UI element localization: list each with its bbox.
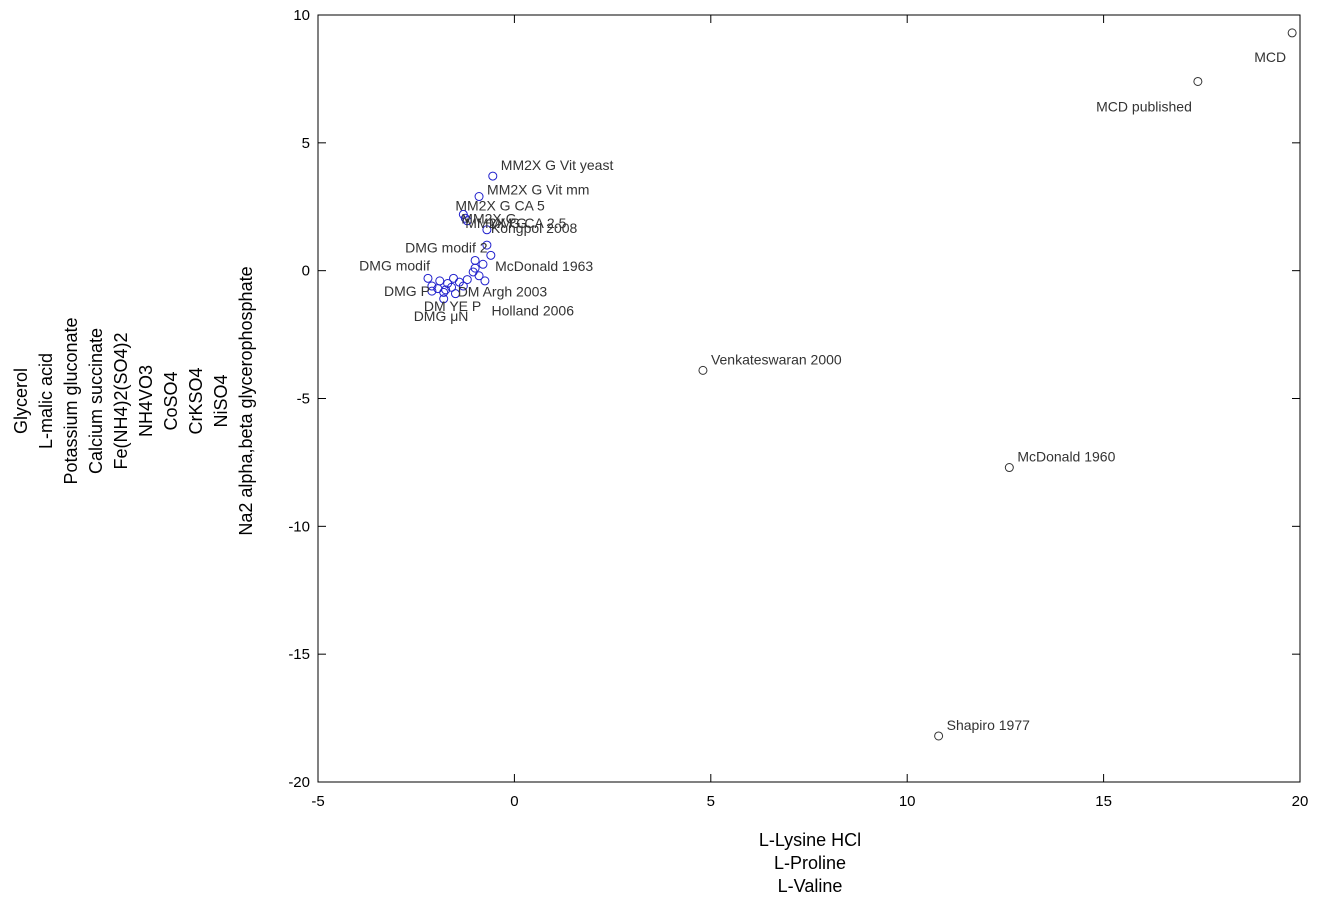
point-label: DM Argh 2003 xyxy=(458,283,548,299)
data-point xyxy=(450,289,460,299)
x-axis-label: L-Proline xyxy=(774,853,846,873)
y-axis-label: Calcium succinate xyxy=(86,328,106,474)
x-tick-label: 15 xyxy=(1095,793,1112,810)
data-point xyxy=(427,281,437,291)
point-label: MM2X G CA 2.5 xyxy=(465,215,566,231)
point-label: Holland 2006 xyxy=(491,303,574,319)
y-tick-label: 10 xyxy=(293,7,310,24)
point-label: DMG P xyxy=(384,283,430,299)
point-label: MCD published xyxy=(1096,98,1192,114)
point-label: McDonald 1960 xyxy=(1017,449,1115,465)
data-point xyxy=(468,267,478,277)
point-label: Venkateswaran 2000 xyxy=(711,351,842,367)
y-axis-label: CoSO4 xyxy=(161,371,181,430)
data-point xyxy=(934,731,944,741)
data-point xyxy=(478,259,488,269)
x-axis-label: L-Lysine HCl xyxy=(759,830,861,850)
point-label: Shapiro 1977 xyxy=(947,717,1031,733)
axis-labels: L-Lysine HCl L-Proline L-Valine Glycerol L-m… xyxy=(11,266,861,896)
data-point xyxy=(449,273,459,283)
data-point xyxy=(486,250,496,260)
point-label: MM2X G xyxy=(461,210,516,226)
y-tick-label: -10 xyxy=(288,518,310,535)
data-point xyxy=(427,286,437,296)
y-tick-label: -5 xyxy=(297,391,310,408)
x-tick-label: 5 xyxy=(707,793,715,810)
data-point xyxy=(488,171,498,181)
data-point xyxy=(1287,28,1297,38)
y-axis-label: L-malic acid xyxy=(36,353,56,449)
y-axis-label: NiSO4 xyxy=(211,374,231,427)
data-point xyxy=(1193,76,1203,86)
point-label: DMG μN xyxy=(414,308,469,324)
y-axis-label: Glycerol xyxy=(11,368,31,434)
point-label: DM YE P xyxy=(424,298,481,314)
point-label: MM2X G CA 5 xyxy=(455,197,545,213)
axis-ticks: -5 0 5 10 15 20 -20 -15 -10 -5 0 5 10 xyxy=(288,7,1308,810)
plot-area xyxy=(317,14,1301,783)
point-label: MCD xyxy=(1254,49,1286,65)
point-label: McDonald 1963 xyxy=(495,258,593,274)
data-point xyxy=(480,276,490,286)
data-point xyxy=(482,240,492,250)
x-tick-label: -5 xyxy=(311,793,324,810)
data-point xyxy=(441,285,451,295)
point-label: DMG modif 2 xyxy=(405,239,488,255)
point-label: MM2X G Vit mm xyxy=(487,182,589,198)
point-labels: MCD MCD published Venkateswaran 2000 McDona… xyxy=(359,49,1286,733)
data-point xyxy=(447,282,457,292)
x-axis-label: L-Valine xyxy=(778,876,843,896)
y-tick-label: 5 xyxy=(302,135,310,152)
y-axis-label: NH4VO3 xyxy=(136,365,156,437)
data-point xyxy=(423,273,433,283)
y-axis-label: Na2 alpha,beta glycerophosphate xyxy=(236,266,256,535)
y-tick-label: -15 xyxy=(288,646,310,663)
data-point xyxy=(439,294,449,304)
x-tick-label: 10 xyxy=(899,793,916,810)
y-tick-label: 0 xyxy=(302,263,310,280)
data-point xyxy=(1004,463,1014,473)
data-point xyxy=(482,225,492,235)
x-tick-label: 0 xyxy=(510,793,518,810)
data-point xyxy=(460,213,470,223)
data-point xyxy=(462,275,472,285)
point-label: Kongpol 2008 xyxy=(491,220,578,236)
x-tick-label: 20 xyxy=(1292,793,1309,810)
y-axis-label: Fe(NH4)2(SO4)2 xyxy=(111,332,131,469)
y-axis-label: CrKSO4 xyxy=(186,367,206,434)
point-label: MM2X G Vit yeast xyxy=(501,157,614,173)
data-point xyxy=(458,281,468,291)
data-point xyxy=(462,216,472,226)
data-point xyxy=(698,365,708,375)
y-tick-label: -20 xyxy=(288,774,310,791)
point-label: DMG modif xyxy=(359,257,430,273)
point-label: MM G xyxy=(489,215,527,231)
data-points xyxy=(423,28,1297,741)
y-axis-label: Potassium gluconate xyxy=(61,317,81,484)
data-point xyxy=(474,192,484,202)
data-point xyxy=(435,276,445,286)
